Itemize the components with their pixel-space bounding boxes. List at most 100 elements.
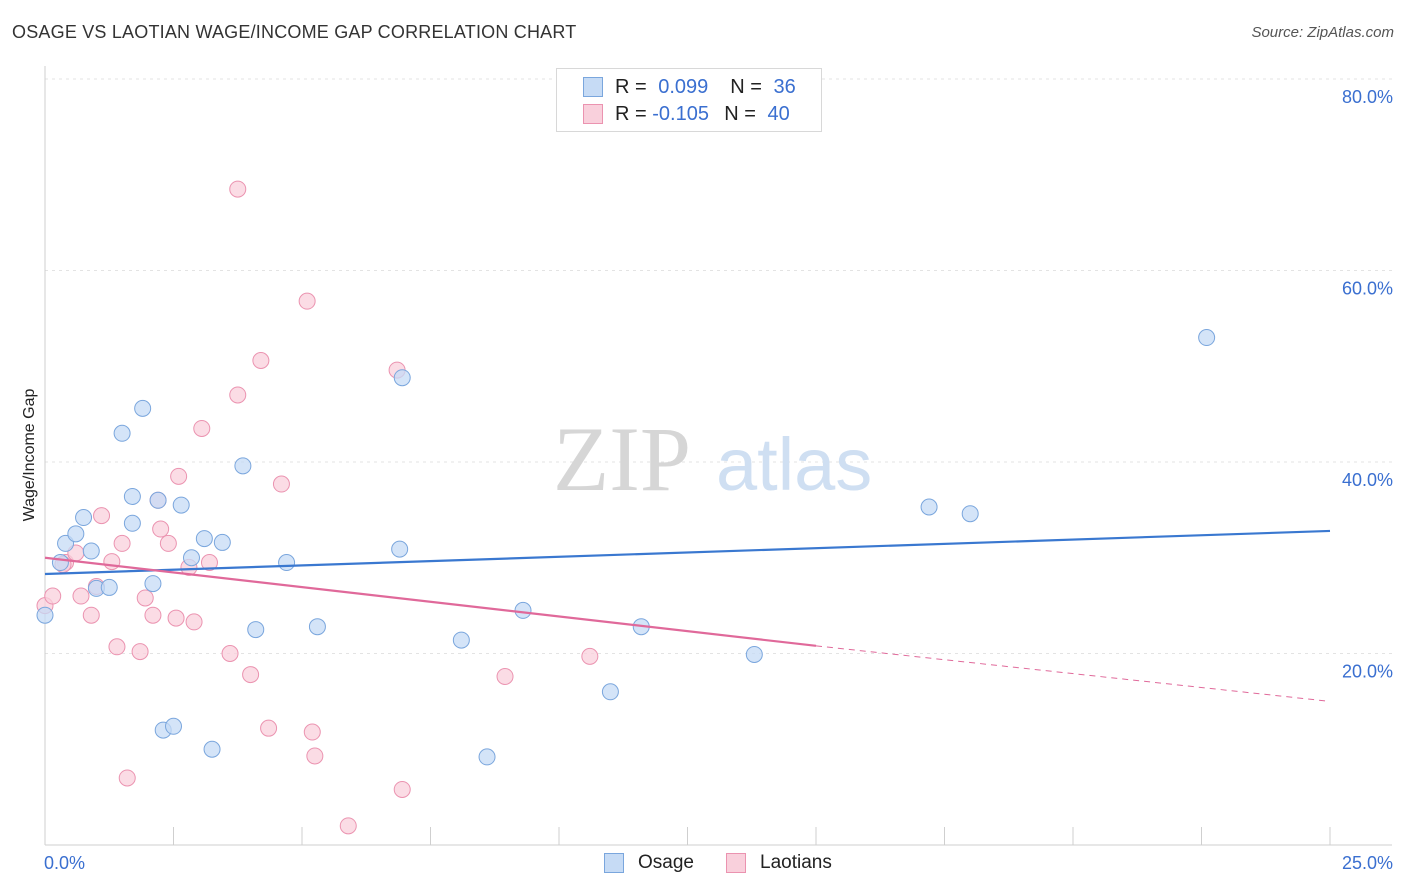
x-tick-label-min: 0.0% (44, 853, 85, 873)
osage-point (391, 540, 409, 558)
y-tick-label: 40.0% (1342, 470, 1393, 490)
laotians-points (36, 180, 599, 835)
y-tick-label: 80.0% (1342, 87, 1393, 107)
watermark: ZIP atlas (553, 408, 872, 510)
tick-labels: 20.0% 40.0% 60.0% 80.0% 0.0% 25.0% (44, 87, 1393, 873)
laotians-point (144, 606, 162, 624)
osage-point (149, 491, 167, 509)
laotians-point (260, 719, 278, 737)
laotians-point (167, 609, 185, 627)
laotians-point (229, 386, 247, 404)
osage-point (234, 457, 252, 475)
osage-point (601, 683, 619, 701)
laotians-point (229, 180, 247, 198)
chart-title: OSAGE VS LAOTIAN WAGE/INCOME GAP CORRELA… (12, 22, 577, 42)
r-value-osage: 0.099 (658, 75, 709, 98)
laotians-legend-label: Laotians (760, 852, 832, 873)
laotians-point (185, 613, 203, 631)
laotians-point (108, 638, 126, 656)
grid-lines (45, 78, 1392, 654)
osage-point (278, 554, 296, 572)
r-label: R = (615, 102, 647, 125)
watermark-atlas: atlas (716, 423, 872, 506)
laotians-point (581, 647, 599, 665)
laotians-point (193, 419, 211, 437)
laotians-point (200, 554, 218, 572)
correlation-legend: R = 0.099 N = 36 R = -0.105 N = 40 (556, 68, 822, 132)
y-tick-label: 60.0% (1342, 279, 1393, 299)
legend-row-osage: R = 0.099 N = 36 (583, 75, 796, 99)
osage-point (1198, 329, 1216, 347)
osage-point (745, 645, 763, 663)
n-label: N = (730, 75, 762, 98)
osage-swatch (583, 77, 603, 97)
osage-point (514, 601, 532, 619)
osage-point (123, 487, 141, 505)
osage-point (123, 514, 141, 532)
laotians-point (339, 817, 357, 835)
r-value-laotians: -0.105 (652, 102, 709, 125)
osage-point (213, 533, 231, 551)
laotians-point (306, 747, 324, 765)
laotians-swatch (583, 104, 603, 124)
osage-point (452, 631, 470, 649)
osage-point (113, 424, 131, 442)
laotians-point (272, 475, 290, 493)
osage-points (36, 329, 1216, 766)
laotians-point (393, 780, 411, 798)
laotians-point (252, 352, 270, 370)
bottom-legend-osage: Osage (604, 852, 694, 874)
osage-point (75, 509, 93, 527)
laotians-point (298, 292, 316, 310)
osage-point (134, 399, 152, 417)
y-axis-label: Wage/Income Gap (21, 388, 38, 522)
axes (44, 66, 1392, 846)
laotians-point (82, 606, 100, 624)
laotians-trend-line (815, 645, 1331, 702)
osage-point (393, 369, 411, 387)
osage-point (172, 496, 190, 514)
osage-point (182, 549, 200, 567)
osage-legend-swatch (604, 853, 624, 873)
osage-point (308, 618, 326, 636)
osage-point (165, 717, 182, 735)
osage-point (203, 740, 221, 758)
osage-point (67, 525, 85, 543)
x-tick-label-max: 25.0% (1342, 853, 1393, 873)
osage-point (920, 498, 938, 516)
osage-point (36, 606, 54, 624)
laotians-point (44, 587, 62, 605)
legend-row-laotians: R = -0.105 N = 40 (583, 102, 790, 126)
laotians-point (113, 534, 131, 552)
trend-lines (44, 529, 1331, 702)
osage-point (51, 554, 69, 572)
laotians-legend-swatch (726, 853, 746, 873)
r-label: R = (615, 75, 647, 98)
osage-point (961, 505, 979, 523)
osage-point (247, 621, 265, 639)
laotians-point (221, 645, 239, 662)
laotians-trend-line (44, 556, 817, 647)
osage-point (100, 578, 118, 596)
laotians-point (118, 769, 136, 787)
laotians-point (242, 666, 260, 684)
laotians-point (496, 667, 514, 685)
laotians-point (103, 553, 121, 571)
laotians-point (131, 643, 149, 661)
osage-point (478, 748, 496, 766)
y-tick-label: 20.0% (1342, 662, 1393, 682)
osage-point (82, 542, 100, 560)
osage-trend-line (44, 529, 1331, 576)
osage-legend-label: Osage (638, 852, 694, 873)
laotians-point (303, 723, 321, 741)
laotians-point (170, 467, 188, 485)
laotians-point (159, 534, 177, 552)
laotians-point (136, 589, 154, 607)
osage-point (195, 530, 213, 548)
n-value-osage: 36 (773, 75, 796, 98)
chart-source: Source: ZipAtlas.com (1251, 24, 1394, 41)
laotians-point (152, 520, 170, 538)
bottom-legend-laotians: Laotians (726, 852, 832, 874)
laotians-point (93, 507, 111, 525)
